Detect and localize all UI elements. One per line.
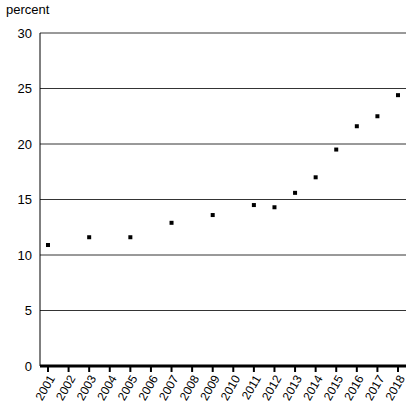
svg-text:20: 20 xyxy=(18,137,32,152)
svg-text:2017: 2017 xyxy=(362,372,388,402)
svg-text:0: 0 xyxy=(25,359,32,374)
svg-text:2007: 2007 xyxy=(156,372,182,402)
svg-text:2008: 2008 xyxy=(177,372,203,402)
svg-text:2003: 2003 xyxy=(74,372,100,402)
svg-text:2001: 2001 xyxy=(33,372,59,402)
html-text:percent: percent xyxy=(6,2,50,17)
svg-text:2002: 2002 xyxy=(53,372,79,402)
svg-text:2018: 2018 xyxy=(383,372,409,402)
svg-text:5: 5 xyxy=(25,303,32,318)
svg-text:2004: 2004 xyxy=(94,372,120,402)
svg-text:2011: 2011 xyxy=(238,372,264,403)
svg-text:10: 10 xyxy=(18,248,32,263)
svg-text:15: 15 xyxy=(18,192,32,207)
svg-text:30: 30 xyxy=(18,26,32,41)
svg-text:2015: 2015 xyxy=(321,372,347,402)
svg-text:2009: 2009 xyxy=(197,372,223,402)
svg-text:2006: 2006 xyxy=(135,372,161,402)
svg-text:2013: 2013 xyxy=(280,372,306,402)
svg-text:2005: 2005 xyxy=(115,372,141,402)
svg-text:25: 25 xyxy=(18,81,32,96)
svg-text:2016: 2016 xyxy=(341,372,367,402)
svg-text:2010: 2010 xyxy=(218,372,244,402)
svg-text:2014: 2014 xyxy=(300,372,326,402)
svg-text:2012: 2012 xyxy=(259,372,285,402)
